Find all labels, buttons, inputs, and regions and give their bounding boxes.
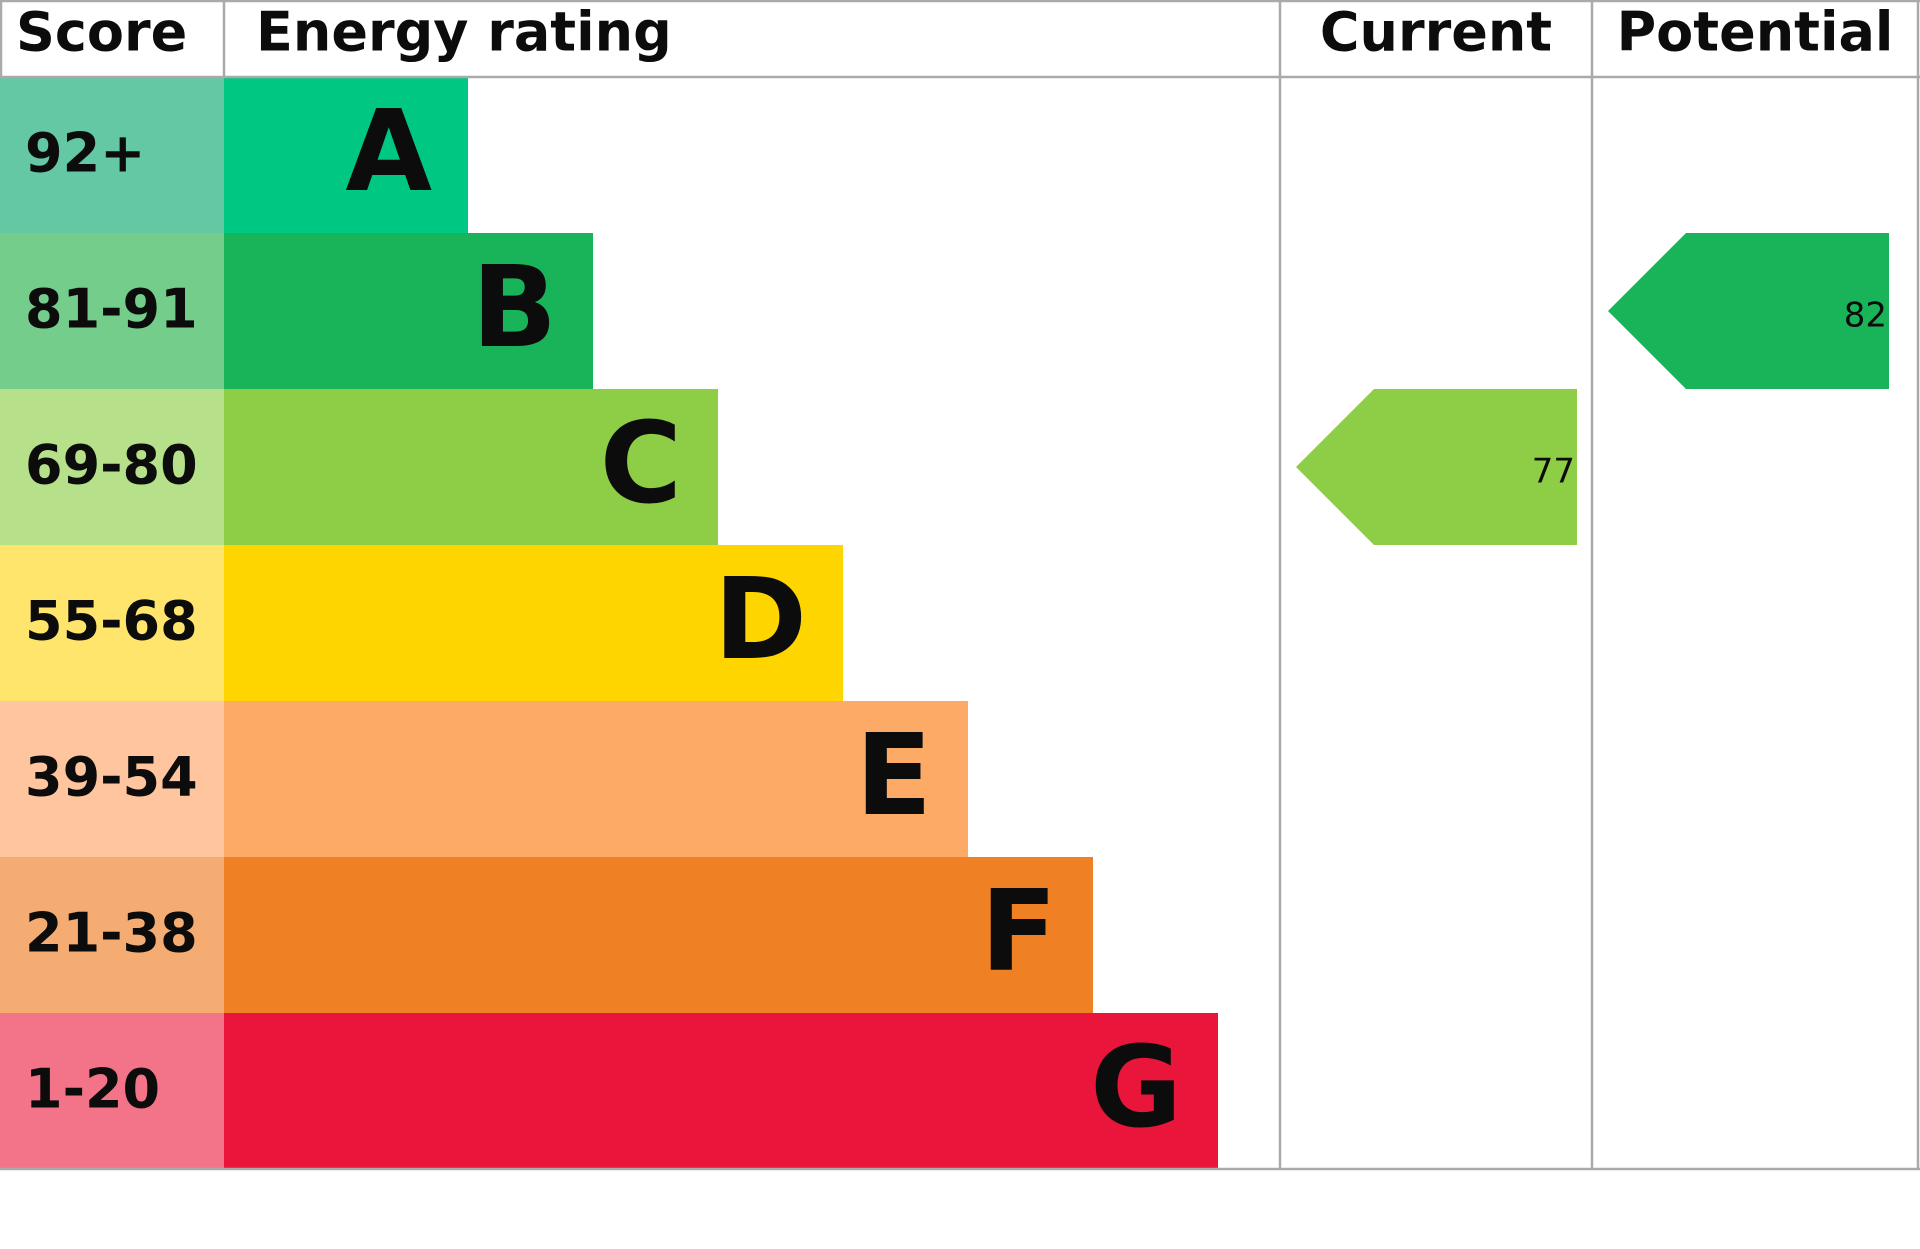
potential-arrow <box>1608 233 1889 389</box>
rating-letter: D <box>714 555 807 685</box>
current-arrow <box>1296 389 1577 545</box>
rating-letter: A <box>345 87 432 217</box>
score-cell <box>0 701 224 857</box>
potential-value: 82 <box>1844 296 1887 336</box>
header-rating: Energy rating <box>256 1 672 64</box>
rating-bar <box>224 1013 1218 1169</box>
rating-letter: B <box>472 243 557 373</box>
score-label: 39-54 <box>25 746 198 809</box>
rating-bar <box>224 857 1093 1013</box>
rating-letter: E <box>855 711 932 841</box>
header-current: Current <box>1320 1 1552 64</box>
score-label: 69-80 <box>25 434 198 497</box>
score-label: 92+ <box>25 122 145 185</box>
score-label: 21-38 <box>25 902 198 965</box>
score-cell <box>0 233 224 389</box>
rating-bar <box>224 77 468 233</box>
header-score: Score <box>16 1 187 64</box>
rating-bar <box>224 233 593 389</box>
score-cell <box>0 1013 224 1169</box>
score-cell <box>0 545 224 701</box>
score-label: 55-68 <box>25 590 198 653</box>
rating-letter: G <box>1090 1023 1182 1153</box>
rating-bar <box>224 701 968 857</box>
score-label: 81-91 <box>25 278 198 341</box>
score-label: 1-20 <box>25 1058 160 1121</box>
rating-bar <box>224 389 718 545</box>
score-cell <box>0 857 224 1013</box>
rating-letter: C <box>600 399 682 529</box>
score-cell <box>0 77 224 233</box>
current-value: 77 <box>1532 452 1575 492</box>
rating-bar <box>224 545 843 701</box>
score-cell <box>0 389 224 545</box>
header-potential: Potential <box>1617 1 1894 64</box>
rating-letter: F <box>980 867 1057 997</box>
